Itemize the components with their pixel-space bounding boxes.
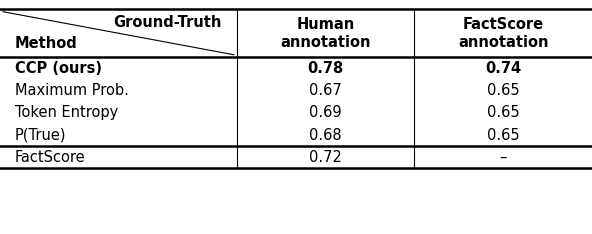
Text: 0.65: 0.65 xyxy=(487,128,520,143)
Text: 0.74: 0.74 xyxy=(485,61,522,76)
Text: 0.65: 0.65 xyxy=(487,83,520,98)
Text: Method: Method xyxy=(15,36,78,51)
Text: Token Entropy: Token Entropy xyxy=(15,105,118,120)
Text: 0.65: 0.65 xyxy=(487,105,520,120)
Text: P(True): P(True) xyxy=(15,128,66,143)
Text: 0.67: 0.67 xyxy=(309,83,342,98)
Text: Human
annotation: Human annotation xyxy=(281,17,371,50)
Text: 0.68: 0.68 xyxy=(309,128,342,143)
Text: 0.69: 0.69 xyxy=(309,105,342,120)
Text: Ground-Truth: Ground-Truth xyxy=(114,15,222,30)
Text: 0.72: 0.72 xyxy=(309,150,342,165)
Text: 0.78: 0.78 xyxy=(307,61,344,76)
Text: –: – xyxy=(500,150,507,165)
Text: Maximum Prob.: Maximum Prob. xyxy=(15,83,128,98)
Text: FactScore
annotation: FactScore annotation xyxy=(458,17,548,50)
Text: CCP (ours): CCP (ours) xyxy=(15,61,102,76)
Text: FactScore: FactScore xyxy=(15,150,85,165)
